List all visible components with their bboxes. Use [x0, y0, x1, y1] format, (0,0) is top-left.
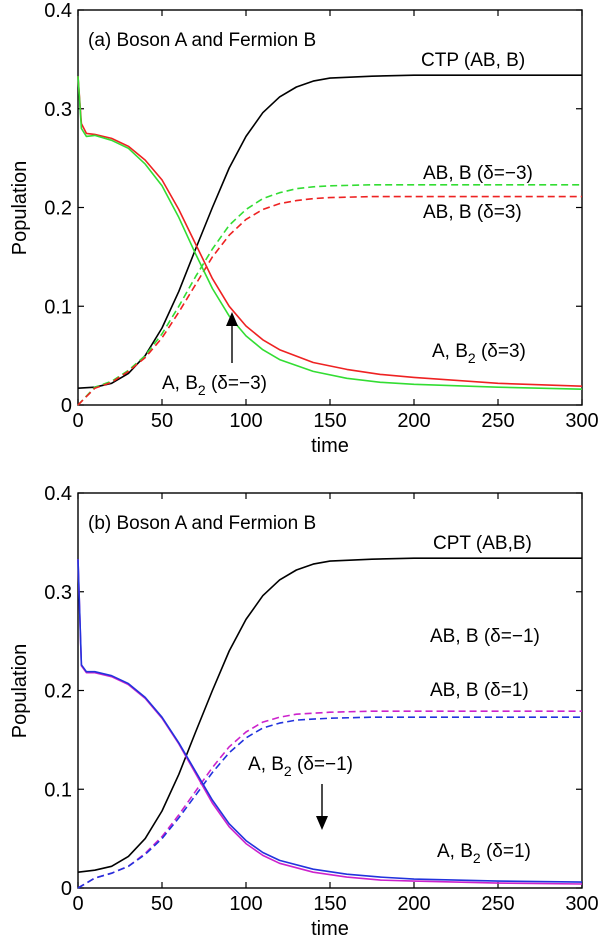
panel-b-ticks: 0 50 100 150 200 250 300 0 0.1 0.2 0.3 0.4 [44, 483, 599, 915]
panel-b: 0 50 100 150 200 250 300 0 0.1 0.2 0.3 0.4 Populati… [9, 483, 599, 940]
panel-a-label-ab2-p3: A, B2 (δ=3) [432, 341, 526, 366]
panel-b-xtick-label: 100 [229, 893, 262, 915]
panel-b-series-a-b2-delta-m1 [77, 559, 583, 885]
panel-b-label-ctp: CPT (AB,B) [433, 533, 532, 554]
panel-a-xtick-label: 250 [481, 410, 514, 432]
panel-a-xtick-label: 100 [229, 410, 262, 432]
panel-b-label-ab2-p1: A, B2 (δ=1) [437, 841, 531, 866]
panel-b-arrow-head [316, 816, 328, 830]
panel-a-ticks: 0 50 100 150 200 250 300 0 0.1 0.2 0.3 0.4 [44, 0, 599, 432]
panel-a-ytick-label: 0.3 [44, 99, 72, 121]
panel-b-ytick-label: 0.4 [44, 483, 72, 505]
panel-a-ylabel: Population [9, 161, 31, 256]
panel-a-xtick-label: 50 [151, 410, 173, 432]
panel-a-xtick-label: 0 [72, 410, 83, 432]
panel-a-ytick-label: 0.1 [44, 296, 72, 318]
panel-a-xlabel: time [311, 435, 349, 457]
panel-a-series-a-b2-delta-m3 [77, 76, 583, 390]
panel-b-ytick-label: 0.3 [44, 582, 72, 604]
panel-b-title: (b) Boson A and Fermion B [88, 513, 316, 534]
panel-a-label-ctp: CTP (AB, B) [421, 50, 525, 71]
panel-b-series-cpt-ab-b [77, 557, 582, 873]
panel-b-ylabel: Population [9, 644, 31, 739]
panel-b-xtick-label: 250 [481, 893, 514, 915]
panel-b-series [77, 557, 583, 889]
panel-a-ytick-label: 0.4 [44, 0, 72, 22]
panel-a-series-ab-b-delta-3 [77, 195, 582, 406]
panel-a-xtick-label: 150 [313, 410, 346, 432]
panel-a-ytick-label: 0.2 [44, 198, 72, 220]
panel-a-series-a-b2-delta-3 [77, 76, 583, 387]
panel-b-xtick-label: 200 [397, 893, 430, 915]
panel-b-ytick-label: 0.2 [44, 681, 72, 703]
panel-b-xtick-label: 150 [313, 893, 346, 915]
panel-a-label-ab-b-m3: AB, B (δ=−3) [423, 163, 533, 184]
panel-a-xtick-label: 300 [565, 410, 598, 432]
panel-a-series [77, 74, 583, 406]
panel-b-ytick-label: 0 [61, 878, 72, 900]
panel-a-xtick-label: 200 [397, 410, 430, 432]
panel-b-xlabel: time [311, 918, 349, 940]
panel-a-label-ab2-m3: A, B2 (δ=−3) [162, 373, 267, 398]
panel-b-label-ab-b-p1: AB, B (δ=1) [430, 680, 529, 701]
panel-b-ytick-label: 0.1 [44, 779, 72, 801]
panel-b-xtick-label: 0 [72, 893, 83, 915]
panel-a-series-ctp-ab-b [77, 74, 582, 389]
panel-b-xtick-label: 50 [151, 893, 173, 915]
panel-a-ytick-label: 0 [61, 395, 72, 417]
panel-b-series-a-b2-delta-1 [77, 559, 583, 883]
panel-b-label-ab-b-m1: AB, B (δ=−1) [430, 626, 540, 647]
panel-b-label-ab2-m1: A, B2 (δ=−1) [248, 754, 353, 779]
panel-b-series-ab-b-delta-1 [77, 716, 582, 889]
panel-a-arrow-head [226, 312, 238, 326]
panel-a: 0 50 100 150 200 250 300 0 0.1 0.2 0.3 0.4 Populati… [9, 0, 599, 457]
panel-a-label-ab-b-p3: AB, B (δ=3) [423, 202, 522, 223]
panel-a-title: (a) Boson A and Fermion B [88, 30, 316, 51]
panel-b-xtick-label: 300 [565, 893, 598, 915]
panel-a-series-ab-b-delta-m3 [77, 184, 582, 406]
